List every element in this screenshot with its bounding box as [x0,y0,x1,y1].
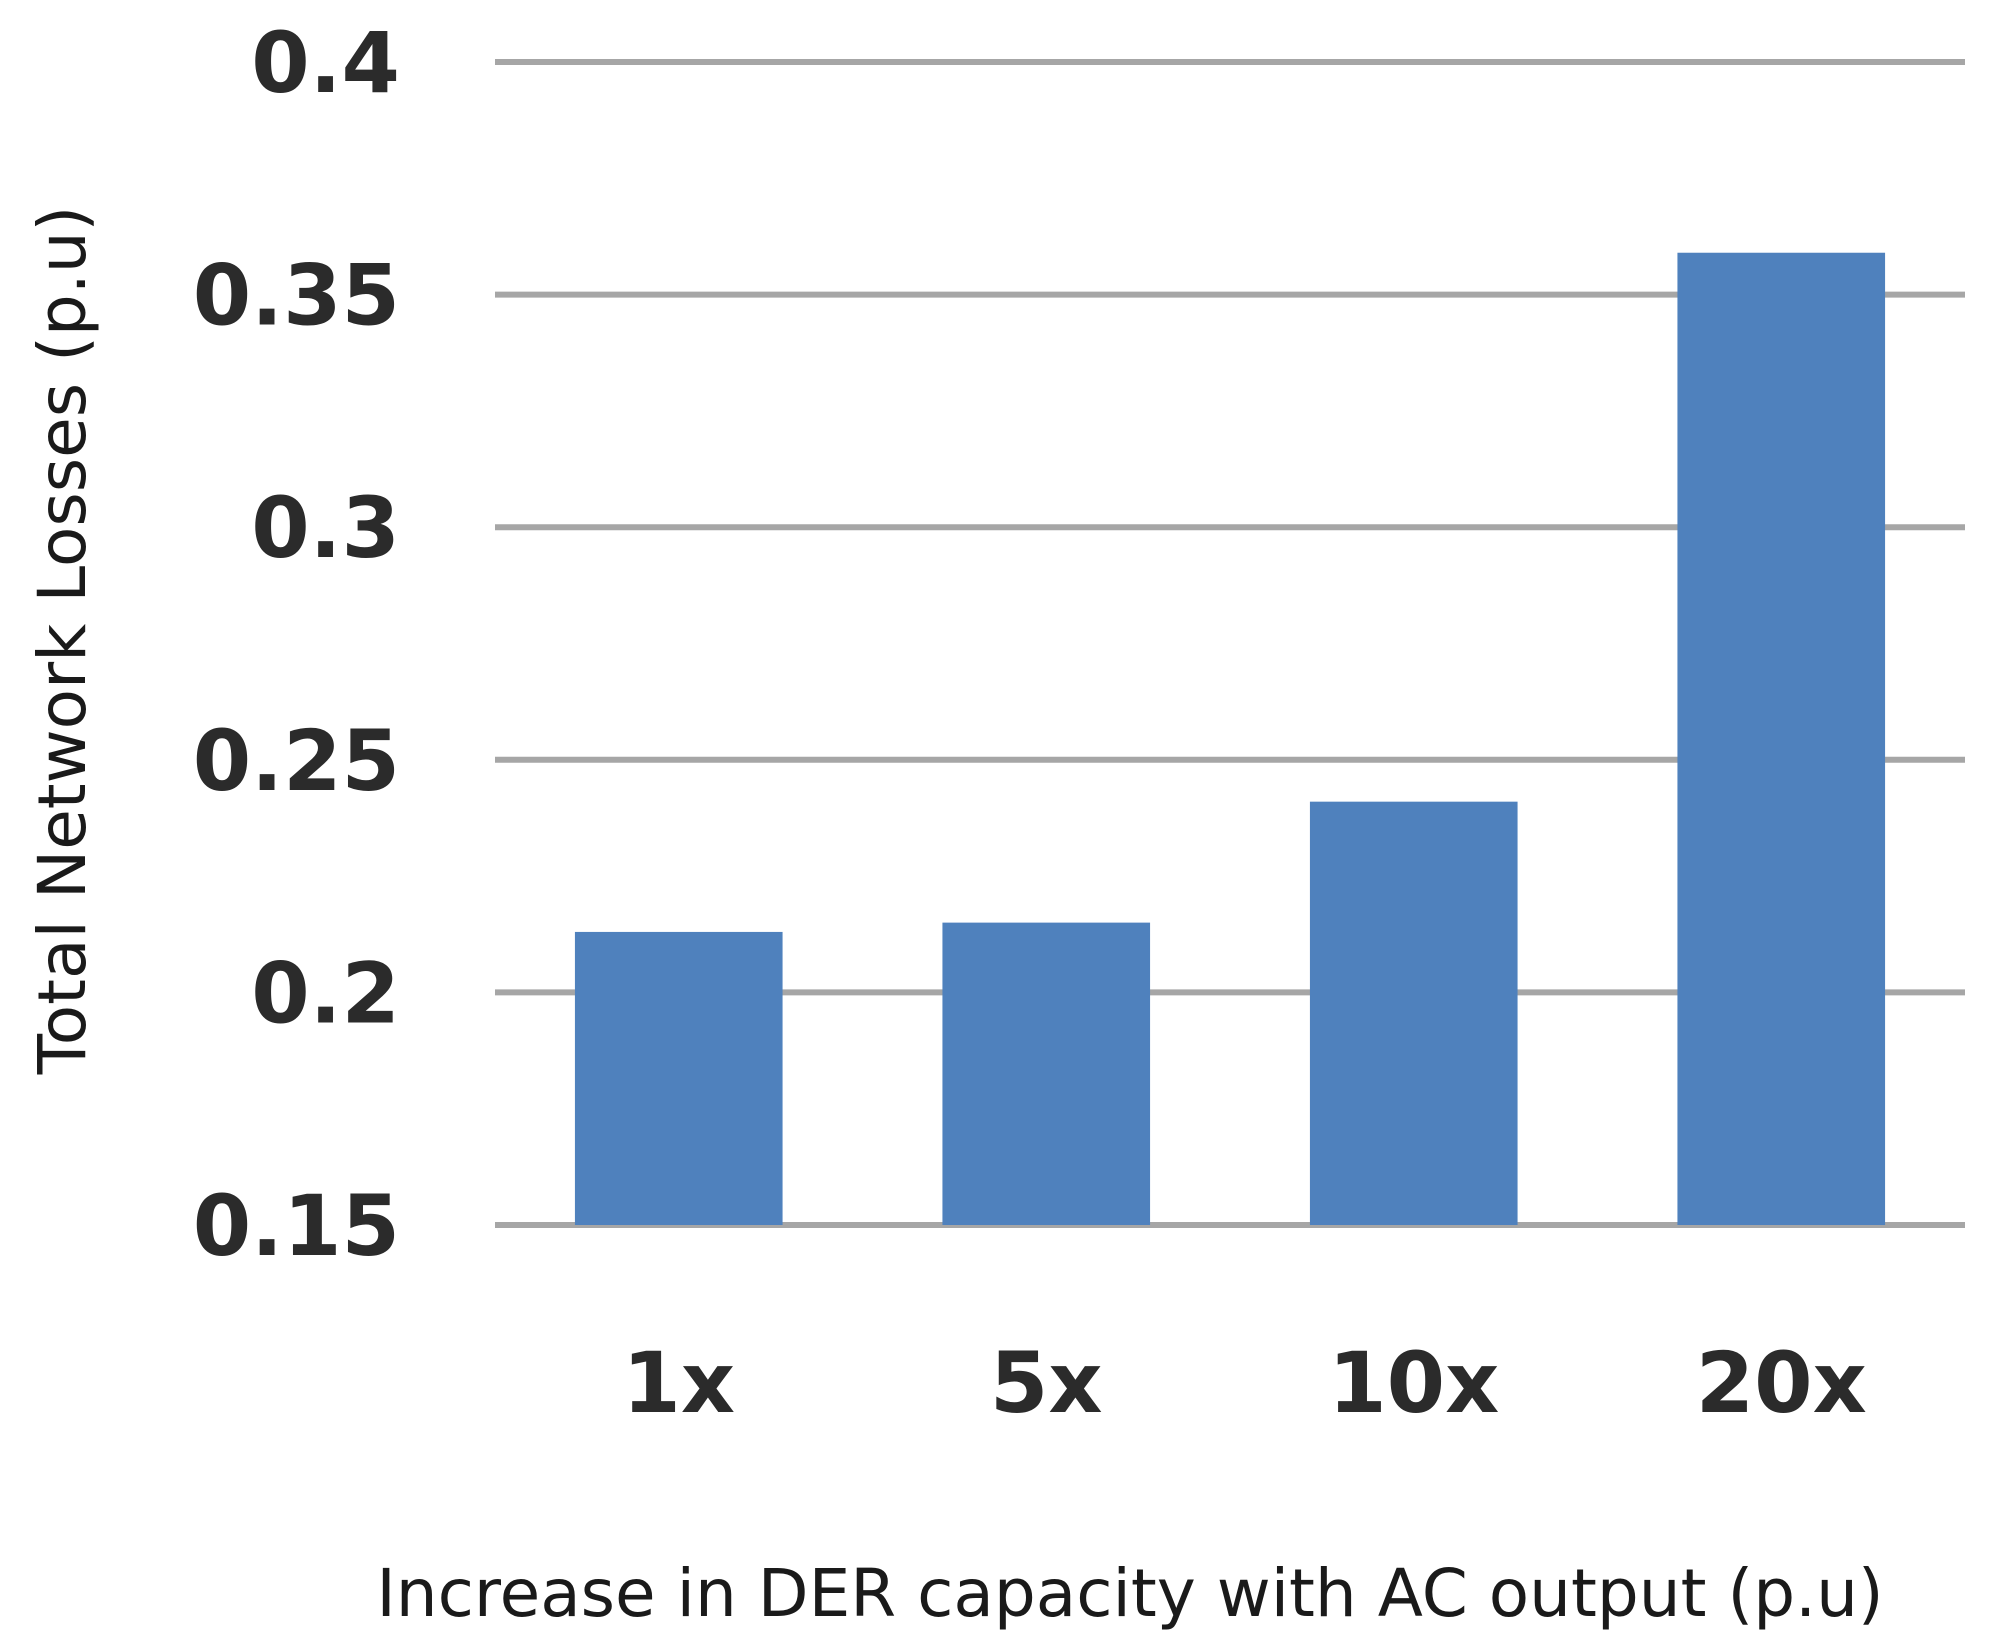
bars [574,252,1886,1225]
y-tick-label: 0.35 [193,247,400,345]
x-tick-label: 20x [1696,1334,1867,1432]
x-tick-label: 1x [622,1334,735,1432]
y-tick-label: 0.25 [193,712,400,810]
bar-1x [574,931,783,1225]
bar-5x [942,922,1151,1225]
x-tick-label: 10x [1328,1334,1499,1432]
y-tick-label: 0.4 [251,14,400,112]
x-axis-title: Increase in DER capacity with AC output … [376,1555,1883,1632]
bar-10x [1309,801,1518,1225]
y-tick-label: 0.2 [251,944,400,1042]
y-tick-labels: 0.15 0.2 0.25 0.3 0.35 0.4 [193,14,400,1275]
bar-20x [1677,252,1886,1225]
x-tick-label: 5x [990,1334,1103,1432]
y-axis-title: Total Network Losses (p.u) [24,206,101,1076]
x-tick-labels: 1x 5x 10x 20x [622,1334,1866,1432]
y-tick-label: 0.3 [251,479,400,577]
y-tick-label: 0.15 [193,1177,400,1275]
